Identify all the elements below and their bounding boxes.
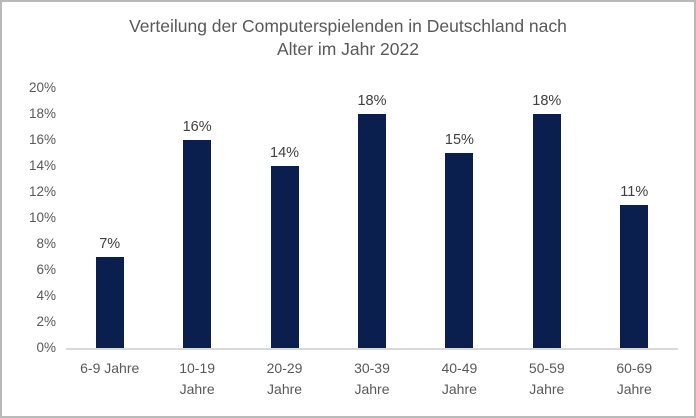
bar-column: 7% [66,88,153,348]
bar-value-label: 15% [444,132,474,148]
y-tick-label: 6% [36,262,56,277]
bar-value-label: 7% [99,236,121,252]
bar-value-label: 14% [270,145,300,161]
y-tick-label: 18% [28,106,56,121]
bar [270,166,299,348]
x-tick-label: 60-69 Jahre [616,360,653,397]
y-tick-label: 8% [36,236,56,251]
y-tick-label: 14% [28,158,56,173]
bar [183,140,212,348]
bar-value-label: 11% [620,184,649,200]
x-tick-label: 20-29 Jahre [266,360,303,397]
bar [445,153,474,348]
bar [620,205,649,348]
bar-value-label: 18% [357,93,387,109]
plot-area: 7% 16% 14% 18% 15% 18% 11% [66,88,678,350]
x-tick-label: 6-9 Jahre [80,360,140,376]
y-tick-label: 12% [28,184,56,199]
bar-value-label: 16% [182,119,212,135]
y-tick-label: 4% [36,288,56,303]
bars: 7% 16% 14% 18% 15% 18% 11% [66,88,678,348]
bar-column: 18% [503,88,590,348]
chart-title: Verteilung der Computerspielenden in Deu… [2,15,694,61]
x-tick-label: 50-59 Jahre [528,360,565,397]
y-tick-label: 10% [28,210,56,225]
y-tick-label: 0% [36,340,56,355]
chart-title-line-1: Verteilung der Computerspielenden in Deu… [129,16,567,36]
y-tick-label: 2% [36,314,56,329]
x-axis-labels: 6-9 Jahre 10-19 Jahre 20-29 Jahre 30-39 Jah… [66,358,678,400]
bar-column: 18% [328,88,415,348]
bar [532,114,561,348]
y-axis-ticks: 0% 2% 4% 6% 8% 10% 12% 14% 16% 18% 20% [2,80,56,355]
x-tick-label: 40-49 Jahre [441,360,478,397]
x-tick-label: 30-39 Jahre [354,360,390,397]
bar [357,114,386,348]
y-tick-label: 20% [28,80,56,95]
bar-column: 11% [591,88,678,348]
x-tick-label: 10-19 Jahre [179,360,216,397]
bar-column: 14% [241,88,328,348]
chart-title-line-2: Alter im Jahr 2022 [276,39,419,59]
y-tick-label: 16% [28,132,56,147]
bar-column: 15% [416,88,503,348]
bar-value-label: 18% [532,93,562,109]
bar [95,257,124,348]
bar-column: 16% [153,88,240,348]
